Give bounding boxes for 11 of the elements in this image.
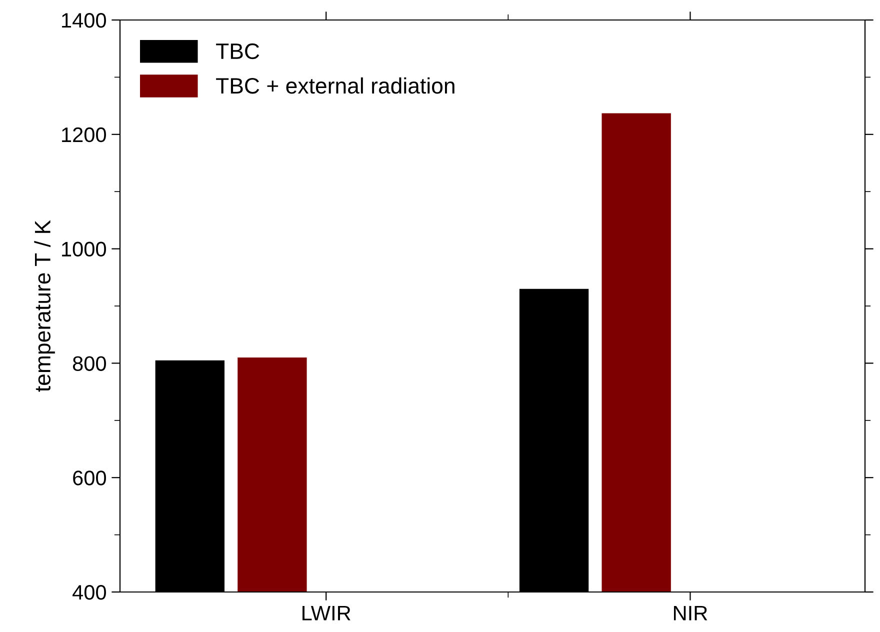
y-tick-label: 1200 xyxy=(62,127,106,142)
legend-label: TBC + external radiation xyxy=(216,77,454,94)
y-tick-label: 1000 xyxy=(62,242,106,257)
y-tick-label: 600 xyxy=(73,470,106,486)
y-tick-label: 400 xyxy=(72,585,106,600)
y-axis-title: temperature T / K xyxy=(34,220,55,392)
x-tick-label: NIR xyxy=(674,606,708,620)
x-tick-label: LWIR xyxy=(302,606,350,620)
y-tick-label: 800 xyxy=(72,356,106,371)
legend-label: TBC xyxy=(216,43,260,60)
y-tick-label: 1400 xyxy=(62,13,106,28)
